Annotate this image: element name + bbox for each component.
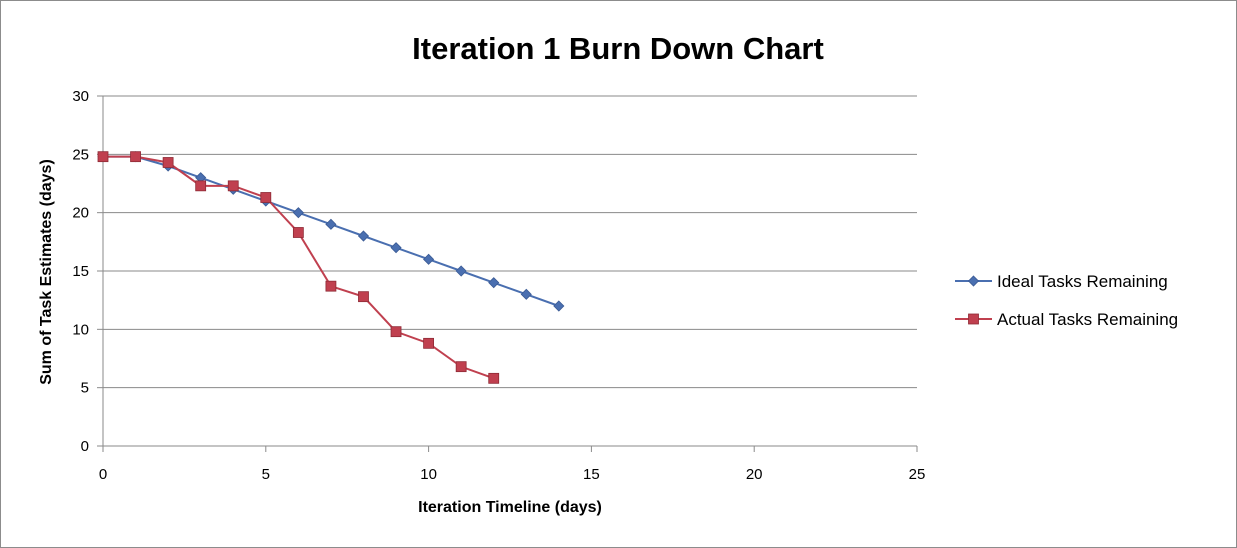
y-tick-label-10: 10	[72, 321, 89, 338]
legend-label-0: Ideal Tasks Remaining	[997, 272, 1168, 291]
legend-marker-1	[968, 313, 979, 325]
legend-marker-0	[967, 275, 980, 287]
x-tick-label-0: 0	[99, 466, 107, 483]
series-1	[97, 151, 500, 384]
x-tick-label-10: 10	[420, 466, 437, 483]
data-point-0-8	[357, 230, 370, 242]
grid-lines	[103, 95, 917, 389]
data-point-1-8	[358, 291, 369, 303]
data-point-1-5	[260, 192, 272, 203]
y-tick-label-5: 5	[81, 380, 89, 397]
data-point-0-6	[292, 207, 304, 219]
x-axis-label: Iteration Timeline (days)	[418, 499, 602, 516]
data-point-1-1	[130, 151, 141, 163]
series-group	[97, 151, 565, 384]
y-tick-label-15: 15	[72, 263, 89, 280]
y-tick-label-0: 0	[81, 438, 89, 455]
data-point-0-10	[423, 253, 435, 265]
data-point-1-2	[162, 157, 174, 168]
data-point-1-9	[390, 326, 402, 338]
y-tick-label-30: 30	[72, 88, 89, 105]
chart-title: Iteration 1 Burn Down Chart	[412, 31, 824, 66]
x-tick-label-15: 15	[583, 466, 600, 483]
axes	[97, 95, 918, 452]
data-point-0-7	[325, 218, 337, 230]
x-tick-label-20: 20	[746, 466, 763, 483]
series-line-1	[103, 155, 495, 380]
data-point-1-4	[227, 180, 239, 192]
data-point-1-11	[455, 361, 467, 373]
x-tick-label-25: 25	[909, 466, 926, 483]
data-point-0-12	[488, 277, 500, 289]
y-axis-label: Sum of Task Estimates (days)	[38, 159, 55, 385]
legend: Ideal Tasks Remaining Actual Tasks Remain…	[955, 272, 1178, 329]
data-point-1-10	[423, 337, 435, 349]
data-point-0-14	[553, 300, 565, 312]
data-point-1-0	[97, 151, 109, 163]
y-tick-label-25: 25	[72, 146, 89, 163]
x-tick-label-5: 5	[262, 466, 270, 483]
data-point-1-6	[292, 227, 304, 238]
data-point-0-9	[390, 242, 402, 254]
data-point-1-12	[488, 372, 500, 384]
data-point-0-11	[455, 265, 467, 277]
data-point-1-3	[195, 180, 207, 192]
tick-labels: 0 5 10 15 20 25 30 0 5 10 15 20 25	[72, 88, 925, 483]
legend-label-1: Actual Tasks Remaining	[997, 310, 1178, 329]
data-point-0-13	[520, 288, 532, 300]
data-point-1-7	[325, 280, 337, 292]
y-tick-label-20: 20	[72, 205, 89, 222]
